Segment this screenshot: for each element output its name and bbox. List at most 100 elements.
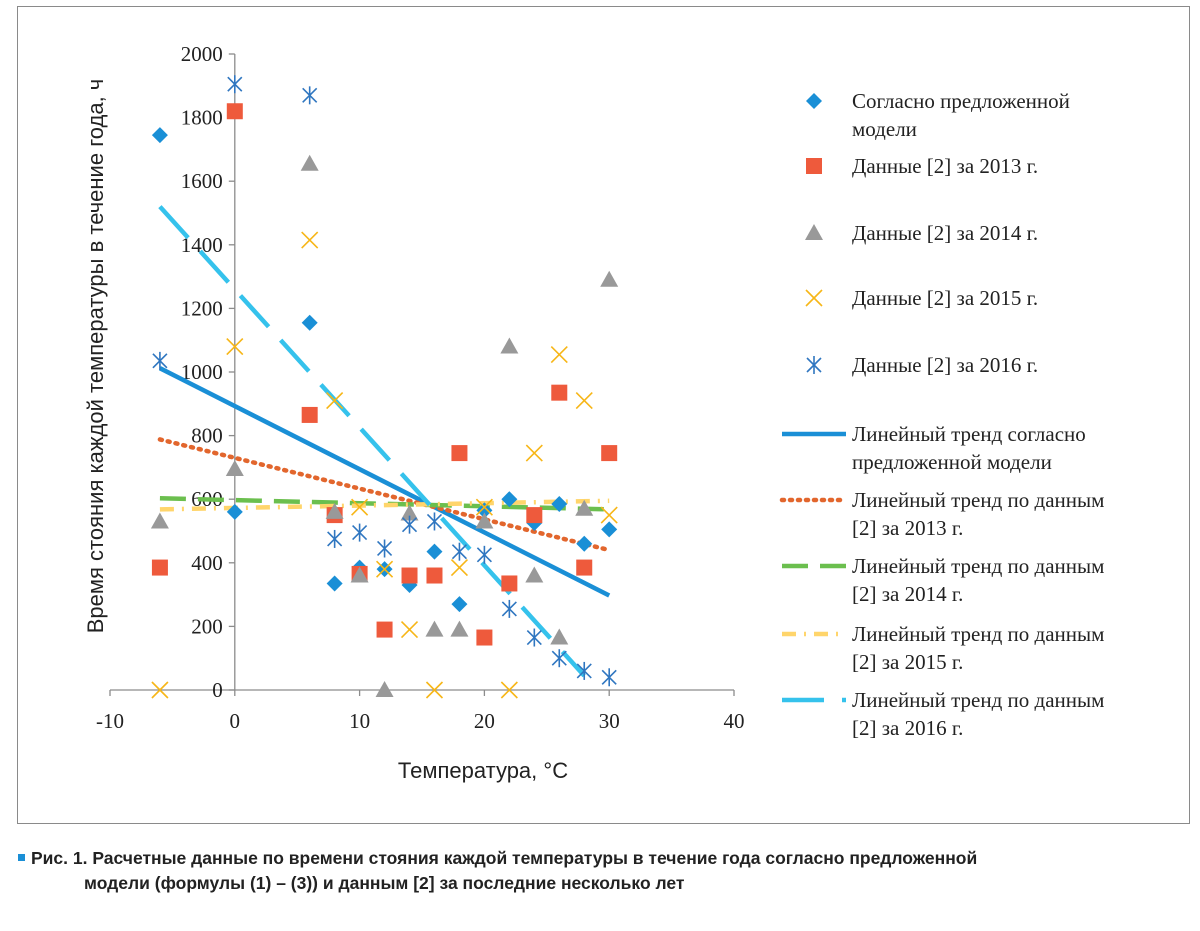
marker-stroke: [525, 444, 543, 462]
x-tick-label: 20: [474, 709, 495, 733]
legend-label: Линейный тренд по данным: [852, 622, 1104, 646]
legend-item-2: Данные [2] за 2013 г.: [806, 154, 1038, 178]
data-point-series-5: [426, 512, 443, 531]
marker-shape: [226, 103, 243, 120]
legend-item-6: Линейный тренд согласно предложенной моде…: [782, 422, 1086, 474]
marker-shape: [476, 629, 493, 646]
legend-label: Данные [2] за 2015 г.: [852, 286, 1038, 310]
legend-symbol: [805, 224, 823, 240]
marker-stroke: [805, 289, 823, 307]
data-point-series-4: [550, 345, 568, 364]
marker-stroke: [326, 392, 344, 410]
data-point-series-1: [551, 495, 568, 512]
trendline-2: [157, 437, 612, 553]
marker-stroke: [375, 560, 394, 578]
data-point-series-4: [500, 681, 518, 699]
data-point-series-5: [376, 539, 393, 558]
data-point-series-1: [451, 596, 468, 613]
data-point-series-1: [301, 314, 318, 331]
data-points: [150, 75, 619, 699]
marker-shape: [150, 512, 169, 529]
legend-label: Данные [2] за 2014 г.: [852, 221, 1038, 245]
x-axis-title: Температура, °C: [398, 758, 568, 783]
legend-item-4: Данные [2] за 2015 г.: [805, 286, 1038, 310]
data-point-series-4: [326, 392, 344, 410]
legend-label: [2] за 2015 г.: [852, 650, 963, 674]
marker-shape: [426, 543, 443, 560]
marker-stroke: [475, 498, 493, 516]
marker-stroke: [351, 498, 369, 516]
data-point-series-5: [576, 661, 592, 680]
data-point-series-5: [476, 545, 492, 564]
legend-symbol: [806, 93, 822, 109]
y-tick-label: 2000: [181, 42, 223, 66]
data-point-series-3: [525, 566, 544, 583]
data-point-series-3: [600, 270, 619, 287]
data-point-series-2: [426, 567, 443, 584]
marker-shape: [475, 512, 494, 529]
legend-symbol: [806, 158, 822, 174]
marker-shape: [225, 459, 244, 476]
data-point-series-2: [476, 629, 493, 646]
data-point-series-2: [376, 621, 393, 638]
data-point-series-2: [226, 103, 243, 120]
marker-shape: [300, 154, 319, 171]
marker-shape: [806, 93, 822, 109]
data-point-series-5: [327, 529, 343, 548]
data-point-series-4: [575, 392, 593, 410]
marker-stroke: [600, 506, 618, 524]
data-point-series-3: [425, 620, 444, 637]
marker-shape: [451, 596, 468, 613]
data-point-series-3: [550, 628, 569, 645]
y-tick-label: 1800: [181, 106, 223, 130]
marker-shape: [151, 559, 168, 576]
marker-shape: [301, 406, 318, 423]
data-point-series-3: [300, 154, 319, 171]
trendline-1: [158, 366, 611, 598]
data-point-series-1: [576, 535, 593, 552]
data-point-series-2: [501, 575, 518, 592]
axes: -10 0 10 20 30 400200400600800100012001400160…: [96, 42, 745, 733]
data-point-series-4: [475, 498, 493, 516]
data-point-series-5: [227, 75, 243, 94]
x-tick-label: 0: [230, 709, 241, 733]
data-point-series-5: [501, 599, 517, 618]
data-point-series-3: [575, 499, 594, 516]
data-point-series-3: [350, 566, 369, 583]
marker-shape: [805, 224, 823, 240]
marker-shape: [476, 502, 493, 519]
legend-item-1: Согласно предложенной модели: [806, 89, 1070, 141]
x-tick-label: 40: [724, 709, 745, 733]
data-point-series-1: [476, 502, 493, 519]
data-point-series-3: [475, 512, 494, 529]
data-point-series-4: [226, 337, 244, 356]
y-tick-label: 800: [191, 424, 223, 448]
marker-shape: [325, 502, 344, 519]
scatter-chart: -10 0 10 20 30 400200400600800100012001400160…: [83, 42, 1104, 783]
trendlines: [157, 205, 612, 678]
legend-item-8: Линейный тренд по данным [2] за 2014 г.: [782, 554, 1104, 606]
legend-item-3: Данные [2] за 2014 г.: [805, 221, 1038, 245]
marker-shape: [425, 620, 444, 637]
data-point-series-3: [500, 337, 519, 354]
legend-label: Данные [2] за 2013 г.: [852, 154, 1038, 178]
legend-item-5: Данные [2] за 2016 г.: [806, 353, 1038, 377]
y-tick-label: 1200: [181, 296, 223, 320]
legend-label: Линейный тренд по данным: [852, 688, 1104, 712]
y-axis-title: Время стояния каждой температуры в течен…: [83, 79, 108, 634]
data-point-series-1: [226, 503, 243, 520]
data-point-series-2: [551, 384, 568, 401]
marker-stroke: [400, 621, 419, 639]
data-point-series-1: [501, 491, 518, 508]
chart-frame: [17, 6, 1190, 824]
legend-symbol: [806, 356, 822, 374]
data-point-series-2: [576, 559, 593, 576]
data-point-series-3: [375, 681, 394, 697]
data-point-series-5: [526, 628, 542, 647]
marker-shape: [451, 445, 468, 462]
marker-stroke: [301, 231, 319, 249]
data-point-series-2: [301, 406, 318, 423]
caption-line-1: Рис. 1. Расчетные данные по времени стоя…: [31, 848, 978, 868]
data-point-series-4: [450, 559, 469, 577]
marker-shape: [576, 535, 593, 552]
